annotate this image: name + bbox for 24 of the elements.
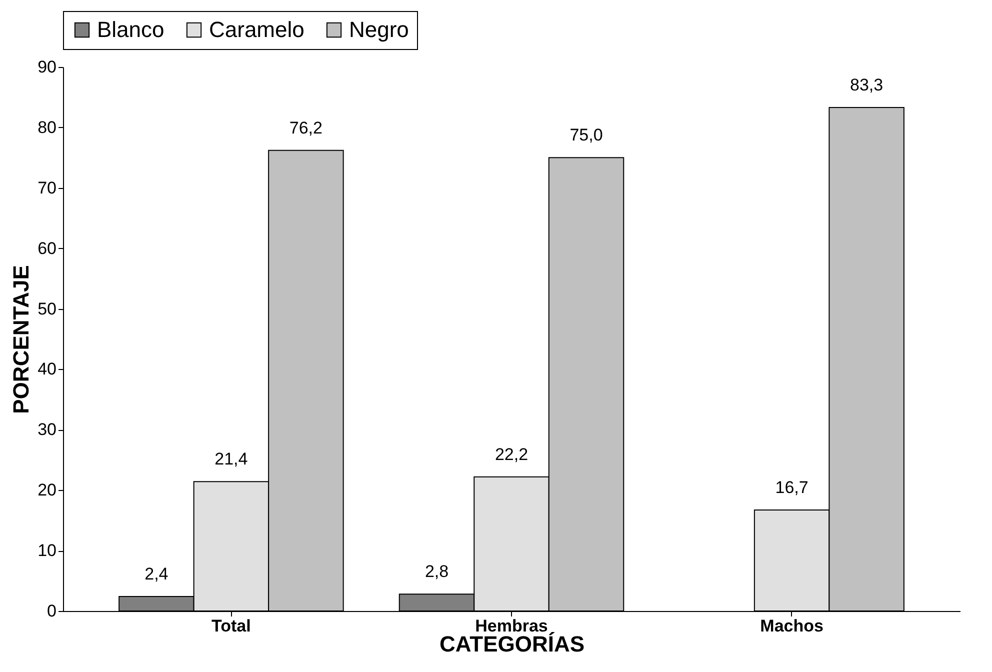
y-tick-label: 0	[47, 602, 56, 620]
data-label: 21,4	[214, 450, 248, 469]
y-tick-label: 30	[38, 420, 56, 440]
y-axis-title: PORCENTAJE	[8, 265, 34, 414]
y-tick-label: 60	[38, 238, 56, 258]
legend-label: Caramelo	[209, 17, 304, 42]
data-label: 75,0	[570, 126, 603, 145]
y-tick-label: 50	[38, 299, 56, 318]
y-tick-label: 20	[38, 480, 56, 500]
data-label: 76,2	[289, 118, 322, 138]
data-label: 83,3	[850, 76, 884, 94]
y-tick-label: 10	[38, 541, 56, 560]
data-label: 16,7	[775, 478, 808, 498]
data-label: 2,4	[144, 564, 168, 584]
y-tick-label: 40	[38, 360, 56, 379]
y-tick-label: 70	[38, 178, 56, 198]
y-tick-label: 90	[38, 58, 56, 76]
x-tick-label: Total	[212, 616, 251, 636]
data-label: 2,8	[424, 562, 449, 582]
legend-label: Negro	[349, 17, 409, 42]
x-tick-label: Machos	[760, 616, 824, 636]
legend-label: Blanco	[97, 17, 164, 42]
y-tick-label: 80	[38, 118, 56, 137]
data-label: 22,2	[494, 444, 528, 464]
